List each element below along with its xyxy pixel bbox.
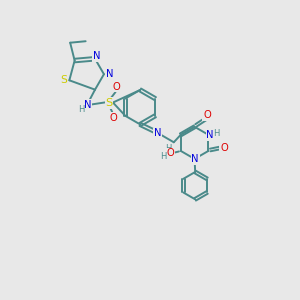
Text: S: S <box>61 75 68 85</box>
Text: S: S <box>105 98 112 108</box>
Text: O: O <box>109 113 117 123</box>
Text: O: O <box>203 110 211 120</box>
Text: N: N <box>191 154 199 164</box>
Text: O: O <box>220 143 228 153</box>
Text: N: N <box>206 130 214 140</box>
Text: N: N <box>84 100 91 110</box>
Text: O: O <box>166 148 174 158</box>
Text: N: N <box>106 69 113 79</box>
Text: H: H <box>78 105 84 114</box>
Text: H: H <box>214 129 220 138</box>
Text: N: N <box>93 51 100 62</box>
Text: H: H <box>160 152 167 161</box>
Text: O: O <box>112 82 120 92</box>
Text: H: H <box>165 144 172 153</box>
Text: N: N <box>154 128 161 138</box>
